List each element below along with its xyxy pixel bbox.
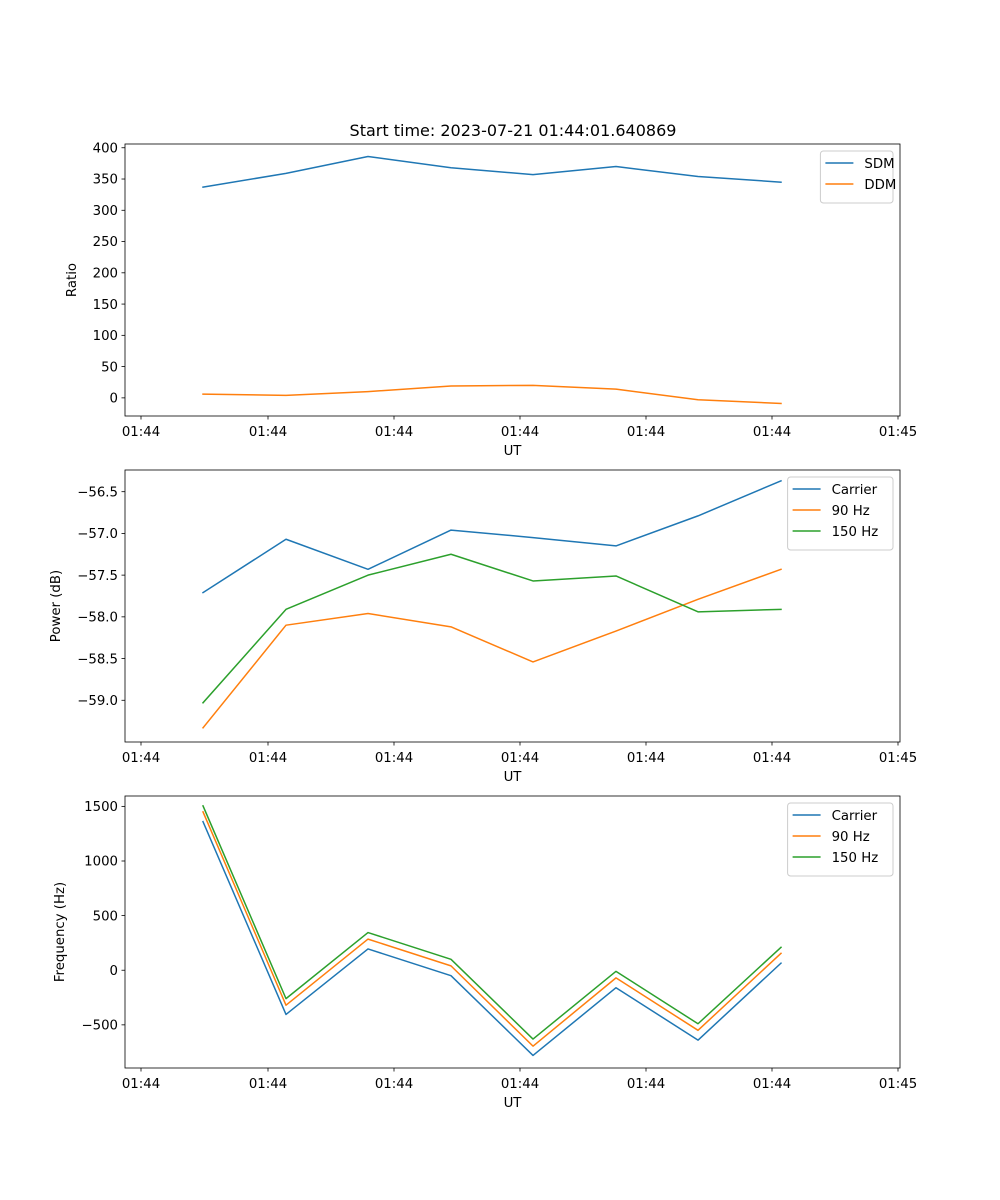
y-tick-label: 50 <box>101 360 118 375</box>
x-tick-label: 01:44 <box>627 1077 665 1092</box>
y-tick-label: 100 <box>93 329 118 344</box>
x-tick-label: 01:44 <box>249 751 287 766</box>
y-tick-label: 1000 <box>84 855 118 870</box>
y-tick-label: 350 <box>93 173 118 188</box>
y-tick-label: −57.0 <box>77 527 118 542</box>
legend-label: 90 Hz <box>832 830 870 845</box>
legend-label: 150 Hz <box>832 525 879 540</box>
series-line-150-hz <box>201 553 782 704</box>
x-tick-label: 01:44 <box>122 1077 160 1092</box>
chart-panel-3: −500 0 500 1000 1500 01:44 01:44 01:44 01:44 01:4… <box>53 795 917 1111</box>
axes-frame <box>124 143 901 417</box>
legend: SDM DDM <box>819 150 896 204</box>
x-tick-label: 01:44 <box>249 1077 287 1092</box>
x-tick-label: 01:44 <box>753 425 791 440</box>
legend-label: Carrier <box>832 809 878 824</box>
series-line-carrier <box>201 479 782 594</box>
legend-label: 90 Hz <box>832 504 870 519</box>
y-tick-label: −59.0 <box>77 694 118 709</box>
axes-frame <box>124 795 901 1069</box>
x-tick-label: 01:44 <box>375 751 413 766</box>
x-tick-label: 01:44 <box>122 751 160 766</box>
x-tick-label: 01:44 <box>501 425 539 440</box>
series-line-90-hz <box>201 568 782 729</box>
y-tick-label: 150 <box>93 298 118 313</box>
x-tick-label: 01:44 <box>753 1077 791 1092</box>
legend-label: SDM <box>864 157 894 172</box>
y-tick-label: 400 <box>93 141 118 156</box>
x-tick-label: 01:44 <box>375 425 413 440</box>
y-tick-label: −58.5 <box>77 652 118 667</box>
y-tick-label: −58.0 <box>77 611 118 626</box>
series-line-carrier <box>202 820 783 1057</box>
y-axis-label: Frequency (Hz) <box>53 882 68 982</box>
x-tick-label: 01:45 <box>879 751 917 766</box>
x-axis-label: UT <box>504 444 523 459</box>
x-tick-label: 01:44 <box>627 751 665 766</box>
legend-box <box>819 150 894 204</box>
x-axis-label: UT <box>504 1096 523 1111</box>
chart-panel-2: −59.0 −58.5 −58.0 −57.5 −57.0 −56.5 01:44 01:44… <box>49 469 917 785</box>
x-axis-label: UT <box>504 770 523 785</box>
x-tick-label: 01:44 <box>122 425 160 440</box>
y-tick-label: 0 <box>110 964 118 979</box>
x-tick-label: 01:44 <box>627 425 665 440</box>
chart-panel-1: 0 50 100 150 200 250 300 350 400 01:44 01:44 01:44 0… <box>65 141 917 459</box>
axes-frame <box>124 469 901 743</box>
y-tick-label: −500 <box>81 1019 118 1034</box>
figure-title: Start time: 2023-07-21 01:44:01.640869 <box>350 121 677 140</box>
y-tick-label: 500 <box>93 909 118 924</box>
y-tick-label: 300 <box>93 204 118 219</box>
y-tick-label: 250 <box>93 235 118 250</box>
x-tick-label: 01:44 <box>501 1077 539 1092</box>
y-tick-label: 1500 <box>84 800 118 815</box>
legend: Carrier 90 Hz 150 Hz <box>787 802 894 877</box>
x-tick-label: 01:45 <box>879 425 917 440</box>
y-tick-label: −57.5 <box>77 569 118 584</box>
y-tick-label: 0 <box>110 392 118 407</box>
legend-label: DDM <box>864 178 896 193</box>
y-tick-label: −56.5 <box>77 485 118 500</box>
legend-label: 150 Hz <box>832 851 879 866</box>
series-line-90-hz <box>202 810 783 1047</box>
x-tick-label: 01:45 <box>879 1077 917 1092</box>
y-axis-label: Power (dB) <box>49 570 64 642</box>
series-line-ddm <box>202 384 782 405</box>
y-tick-label: 200 <box>93 267 118 282</box>
series-line-150-hz <box>202 804 783 1040</box>
legend: Carrier 90 Hz 150 Hz <box>787 476 894 551</box>
y-axis-label: Ratio <box>65 263 80 297</box>
legend-label: Carrier <box>832 483 878 498</box>
series-line-sdm <box>202 155 782 189</box>
x-tick-label: 01:44 <box>753 751 791 766</box>
x-tick-label: 01:44 <box>501 751 539 766</box>
x-tick-label: 01:44 <box>249 425 287 440</box>
x-tick-label: 01:44 <box>375 1077 413 1092</box>
